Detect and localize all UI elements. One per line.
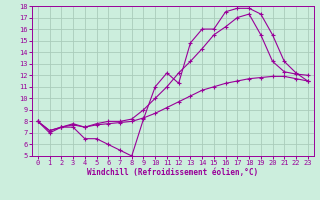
X-axis label: Windchill (Refroidissement éolien,°C): Windchill (Refroidissement éolien,°C) xyxy=(87,168,258,177)
